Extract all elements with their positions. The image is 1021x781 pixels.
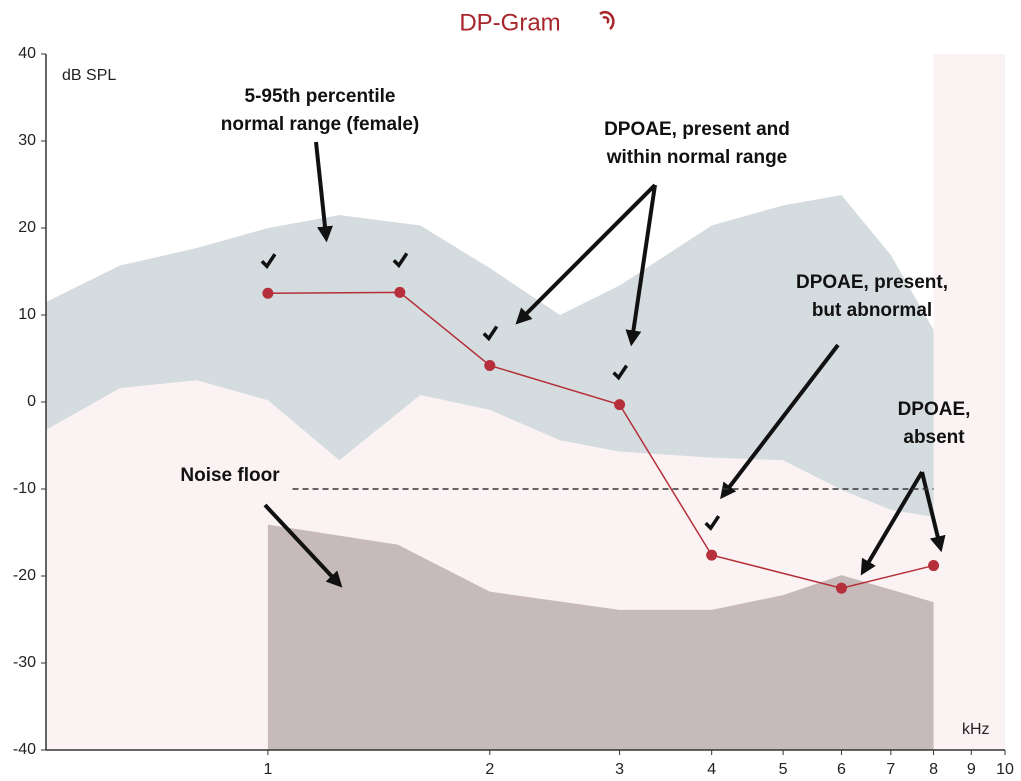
arrow xyxy=(263,503,343,588)
x-tick-label: 6 xyxy=(837,761,846,778)
check-mark xyxy=(482,325,499,342)
annotation: 5-95th percentile xyxy=(245,86,396,107)
x-tick-label: 5 xyxy=(779,761,788,778)
y-axis-label: dB SPL xyxy=(62,67,116,84)
y-tick-label: 0 xyxy=(27,393,36,410)
x-tick-label: 1 xyxy=(263,761,272,778)
y-tick-label: 10 xyxy=(18,306,36,323)
noise-floor-area xyxy=(267,524,934,750)
x-tick-label: 2 xyxy=(485,761,494,778)
x-tick-label: 3 xyxy=(615,761,624,778)
annotation: DPOAE, present, xyxy=(796,272,948,293)
dp-point xyxy=(262,287,274,299)
chart-title: DP-Gram xyxy=(459,9,560,36)
annotation: but abnormal xyxy=(812,300,932,321)
y-tick-label: 40 xyxy=(18,45,36,62)
x-tick-label: 4 xyxy=(707,761,716,778)
annotation: within normal range xyxy=(606,147,788,168)
dp-point xyxy=(706,549,718,561)
check-mark xyxy=(392,252,409,269)
arrow xyxy=(515,183,657,325)
y-tick-label: -30 xyxy=(13,654,36,671)
y-tick-label: 30 xyxy=(18,132,36,149)
dp-point xyxy=(394,286,406,298)
ear-icon xyxy=(599,10,615,30)
dp-point xyxy=(484,359,496,371)
dp-point xyxy=(614,399,626,411)
annotation: DPOAE, xyxy=(898,399,971,420)
y-tick-label: -10 xyxy=(13,480,36,497)
check-mark xyxy=(612,364,629,381)
annotation: normal range (female) xyxy=(221,114,420,135)
y-tick-label: 20 xyxy=(18,219,36,236)
annotation: absent xyxy=(903,427,965,448)
x-tick-label: 7 xyxy=(886,761,895,778)
upper-background xyxy=(46,54,934,330)
check-mark xyxy=(260,253,277,269)
y-tick-label: -20 xyxy=(13,567,36,584)
x-axis-label: kHz xyxy=(962,721,990,738)
annotation: DPOAE, present and xyxy=(604,119,790,140)
annotation: Noise floor xyxy=(180,465,280,486)
x-tick-label: 9 xyxy=(967,761,976,778)
arrow xyxy=(720,343,840,500)
normal-range-band xyxy=(46,194,934,517)
arrow xyxy=(860,470,924,576)
dp-point xyxy=(928,560,940,572)
x-tick-label: 8 xyxy=(929,761,938,778)
x-tick-label: 10 xyxy=(996,761,1014,778)
arrow xyxy=(314,141,333,243)
y-tick-label: -40 xyxy=(13,741,36,758)
annotation-arrows xyxy=(263,141,946,588)
check-mark xyxy=(704,515,721,531)
arrow xyxy=(625,184,657,347)
arrow xyxy=(920,471,946,553)
dp-point xyxy=(835,582,847,594)
